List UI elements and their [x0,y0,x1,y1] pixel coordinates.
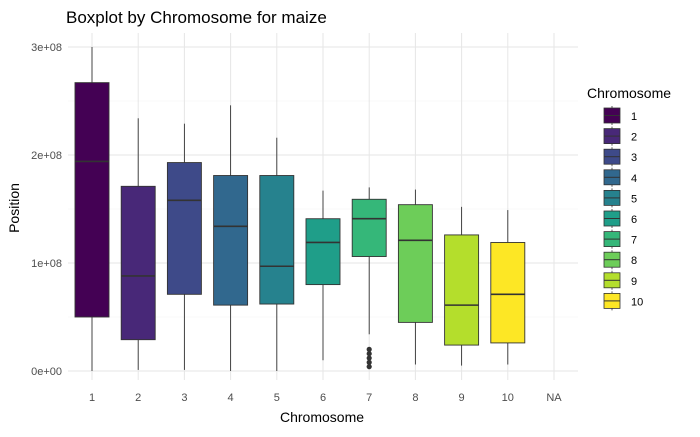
box-5 [259,137,295,371]
axes-layer: 0e+00 1e+08 2e+08 3e+08 1 2 3 4 5 6 7 8 9 10 NA [31,42,562,404]
x-tick-label: 6 [320,392,326,404]
y-tick-label: 2e+08 [31,150,62,162]
legend-item-2: 2 [603,126,637,146]
y-tick-label: 3e+08 [31,42,62,54]
legend-label: 9 [631,276,637,288]
x-tick-label: 2 [135,392,141,404]
legend-label: 2 [631,132,637,144]
outlier-point [366,346,372,352]
box-7 [351,187,387,370]
x-tick-label: 9 [459,392,465,404]
box-body [166,162,202,295]
box-body [259,175,295,305]
outlier-point [366,359,372,365]
x-tick-label: 7 [366,392,372,404]
x-axis-label: Chromosome [280,409,364,425]
box-3 [166,123,202,370]
box-1 [74,47,110,371]
legend-item-4: 4 [603,167,637,187]
legend-item-7: 7 [603,229,637,249]
box-body [120,185,156,341]
x-tick-label: 1 [89,392,95,404]
outlier-point [366,364,372,370]
legend-label: 7 [631,235,637,247]
box-body [444,234,480,346]
legend-item-1: 1 [603,106,637,125]
box-body [397,204,433,323]
legend-label: 10 [631,296,643,308]
legend-item-3: 3 [603,147,637,167]
box-body [213,175,249,306]
x-tick-label: 5 [274,392,280,404]
box-2 [120,118,156,370]
legend-label: 5 [631,193,637,205]
box-body [351,198,387,257]
x-tick-label: 10 [502,392,514,404]
x-tick-label: NA [546,392,562,404]
box-6 [305,190,341,361]
legend-label: 6 [631,214,637,226]
box-body [305,218,341,286]
legend: 1 2 3 4 5 6 7 8 9 10 [603,106,643,311]
chart-title: Boxplot by Chromosome for maize [66,8,327,27]
legend-item-8: 8 [603,250,637,270]
x-tick-label: 3 [181,392,187,404]
y-tick-label: 1e+08 [31,258,62,270]
box-10 [490,210,526,365]
legend-label: 1 [631,111,637,123]
y-axis-label: Position [6,183,22,233]
outlier-point [366,355,372,361]
boxes-layer [74,47,526,371]
legend-label: 4 [631,173,637,185]
box-4 [213,105,249,371]
x-tick-label: 8 [412,392,418,404]
legend-title: Chromosome [587,85,671,101]
box-8 [397,189,433,365]
legend-label: 3 [631,152,637,164]
box-9 [444,206,480,366]
box-body [490,242,526,344]
outlier-point [366,351,372,357]
x-tick-label: 4 [228,392,234,404]
legend-item-5: 5 [603,188,637,208]
box-body [74,82,110,318]
legend-item-6: 6 [603,209,637,228]
legend-item-10: 10 [603,291,643,311]
y-tick-label: 0e+00 [31,366,62,378]
legend-label: 8 [631,255,637,267]
legend-item-9: 9 [603,270,637,290]
